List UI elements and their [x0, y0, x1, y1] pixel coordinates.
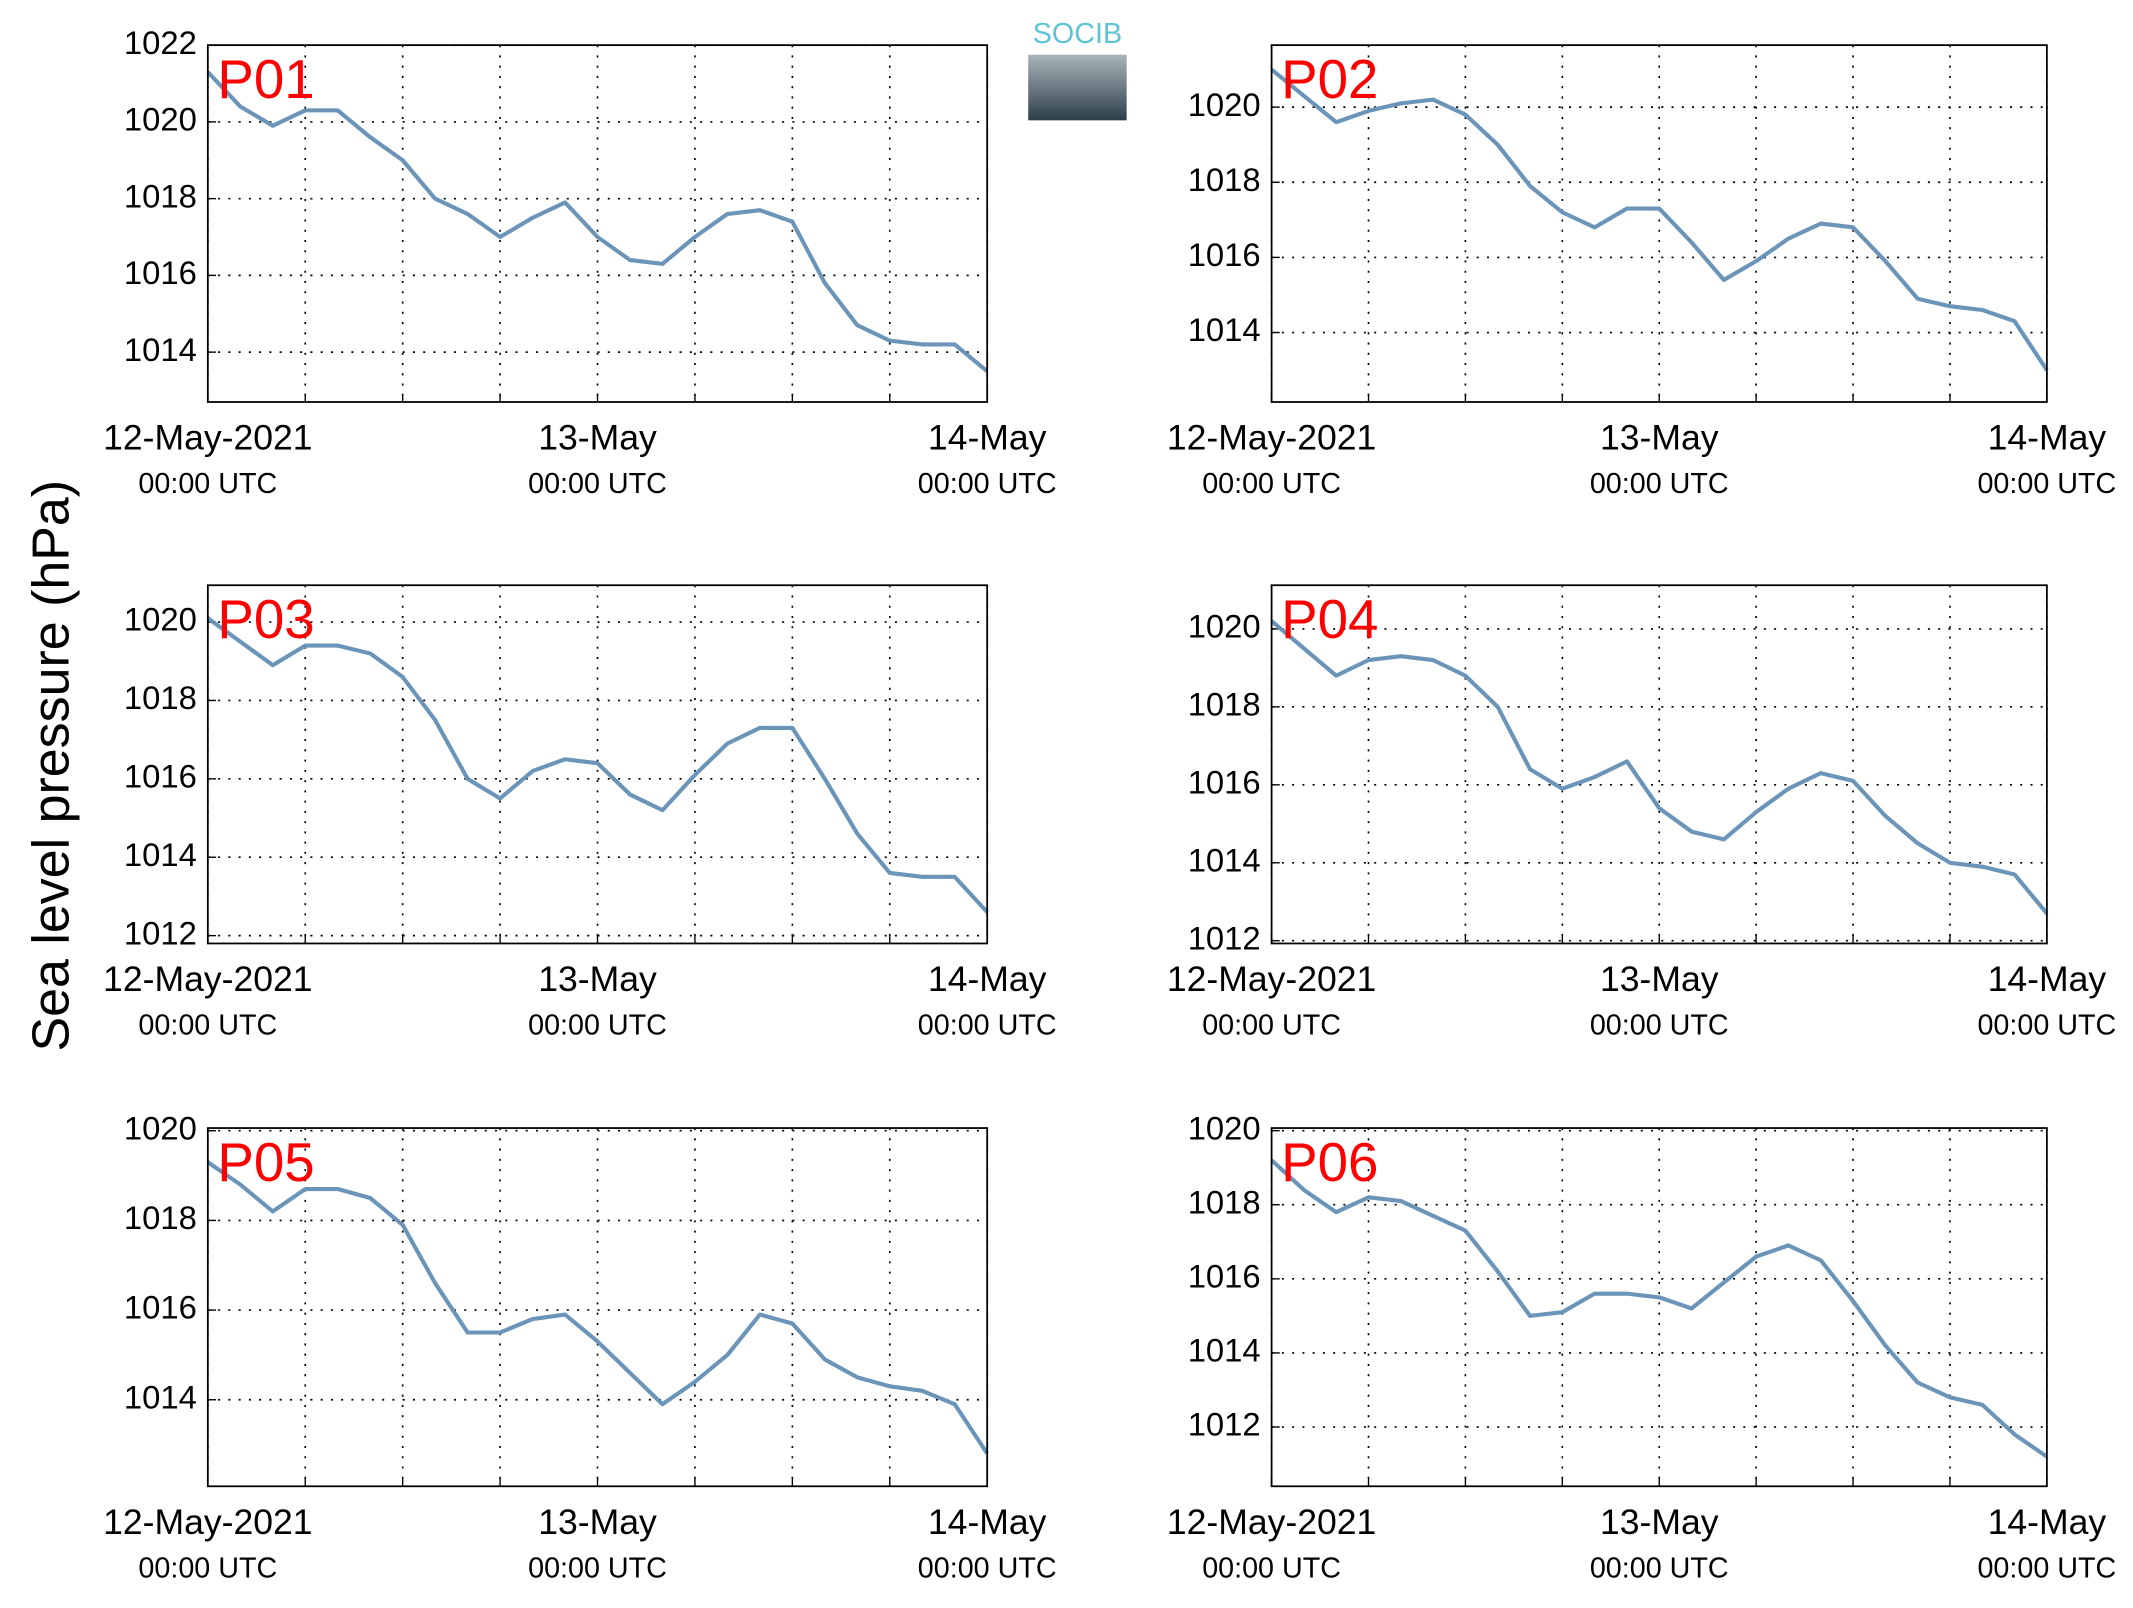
y-tick-label: 1016 — [124, 758, 197, 795]
x-tick-sublabel: 00:00 UTC — [1202, 1009, 1341, 1041]
y-tick-label: 1016 — [1188, 763, 1261, 800]
x-tick-sublabel: 00:00 UTC — [1590, 1009, 1729, 1041]
x-tick-sublabel: 00:00 UTC — [1977, 1552, 2116, 1584]
plot-frame — [206, 584, 989, 945]
x-tick-label: 14-May — [928, 1502, 1047, 1542]
y-tick-label: 1016 — [124, 1289, 197, 1326]
data-line — [206, 1160, 989, 1455]
x-tick-label: 13-May — [1600, 418, 1719, 458]
y-tick-label: 1020 — [1188, 86, 1261, 123]
x-tick-sublabel: 00:00 UTC — [528, 468, 667, 500]
x-tick-label: 12-May-2021 — [103, 418, 312, 458]
plot-frame — [1270, 584, 2048, 945]
x-tick-label: 14-May — [928, 418, 1047, 458]
data-line — [206, 70, 989, 373]
x-tick-sublabel: 00:00 UTC — [138, 468, 277, 500]
panel-label: P03 — [217, 588, 314, 650]
y-tick-label: 1016 — [1188, 1258, 1261, 1295]
y-tick-label: 1014 — [1188, 1332, 1261, 1369]
x-tick-label: 14-May — [928, 959, 1047, 999]
x-tick-label: 12-May-2021 — [1167, 1502, 1376, 1542]
x-tick-label: 14-May — [1988, 1502, 2107, 1542]
x-tick-label: 14-May — [1988, 959, 2107, 999]
x-tick-sublabel: 00:00 UTC — [918, 1552, 1057, 1584]
x-tick-label: 13-May — [1600, 1502, 1719, 1542]
plot-frame — [1270, 44, 2048, 403]
x-tick-label: 12-May-2021 — [1167, 959, 1376, 999]
y-tick-label: 1018 — [124, 1199, 197, 1236]
x-tick-sublabel: 00:00 UTC — [138, 1009, 277, 1041]
y-tick-label: 1012 — [1188, 919, 1261, 956]
x-tick-label: 13-May — [1600, 959, 1719, 999]
x-tick-sublabel: 00:00 UTC — [1977, 1009, 2116, 1041]
y-tick-label: 1020 — [1188, 1109, 1261, 1146]
y-tick-label: 1014 — [124, 1378, 197, 1415]
y-tick-label: 1016 — [1188, 236, 1261, 273]
y-tick-label: 1020 — [124, 1109, 197, 1146]
x-tick-sublabel: 00:00 UTC — [1590, 1552, 1729, 1584]
logo-text: SOCIB — [1033, 18, 1122, 50]
x-tick-sublabel: 00:00 UTC — [1590, 468, 1729, 500]
x-tick-sublabel: 00:00 UTC — [528, 1009, 667, 1041]
x-tick-label: 12-May-2021 — [103, 1502, 312, 1542]
y-tick-label: 1012 — [1188, 1406, 1261, 1443]
data-line — [1270, 619, 2049, 915]
logo-mark — [1028, 54, 1127, 121]
x-tick-sublabel: 00:00 UTC — [138, 1552, 277, 1584]
data-line — [206, 616, 989, 914]
x-tick-sublabel: 00:00 UTC — [1977, 468, 2116, 500]
y-tick-label: 1022 — [124, 24, 197, 61]
plot-frame — [206, 44, 989, 403]
y-tick-label: 1014 — [124, 836, 197, 873]
y-axis-title: Sea level pressure (hPa) — [22, 480, 80, 1052]
y-tick-label: 1020 — [124, 601, 197, 638]
plot-frame — [206, 1127, 989, 1488]
x-tick-label: 14-May — [1988, 418, 2107, 458]
y-tick-label: 1020 — [124, 101, 197, 138]
y-tick-label: 1012 — [124, 914, 197, 951]
data-line — [1270, 1158, 2049, 1459]
y-tick-label: 1016 — [124, 254, 197, 291]
panel-label: P04 — [1281, 588, 1378, 650]
y-tick-label: 1014 — [1188, 841, 1261, 878]
y-tick-label: 1018 — [124, 679, 197, 716]
x-tick-label: 13-May — [538, 959, 657, 999]
x-tick-label: 12-May-2021 — [103, 959, 312, 999]
x-tick-label: 13-May — [538, 1502, 657, 1542]
x-tick-label: 12-May-2021 — [1167, 418, 1376, 458]
panel-label: P02 — [1281, 48, 1378, 110]
x-tick-sublabel: 00:00 UTC — [918, 468, 1057, 500]
panel-label: P01 — [217, 48, 314, 110]
plot-frame — [1270, 1127, 2048, 1488]
y-tick-label: 1020 — [1188, 608, 1261, 645]
data-line — [1270, 67, 2049, 372]
y-tick-label: 1018 — [124, 177, 197, 214]
x-tick-label: 13-May — [538, 418, 657, 458]
panel-label: P06 — [1281, 1131, 1378, 1193]
x-tick-sublabel: 00:00 UTC — [1202, 468, 1341, 500]
y-tick-label: 1014 — [1188, 311, 1261, 348]
panel-label: P05 — [217, 1131, 314, 1193]
x-tick-sublabel: 00:00 UTC — [918, 1009, 1057, 1041]
y-tick-label: 1018 — [1188, 686, 1261, 723]
y-tick-label: 1018 — [1188, 1183, 1261, 1220]
x-tick-sublabel: 00:00 UTC — [528, 1552, 667, 1584]
x-tick-sublabel: 00:00 UTC — [1202, 1552, 1341, 1584]
y-tick-label: 1014 — [124, 331, 197, 368]
y-tick-label: 1018 — [1188, 161, 1261, 198]
